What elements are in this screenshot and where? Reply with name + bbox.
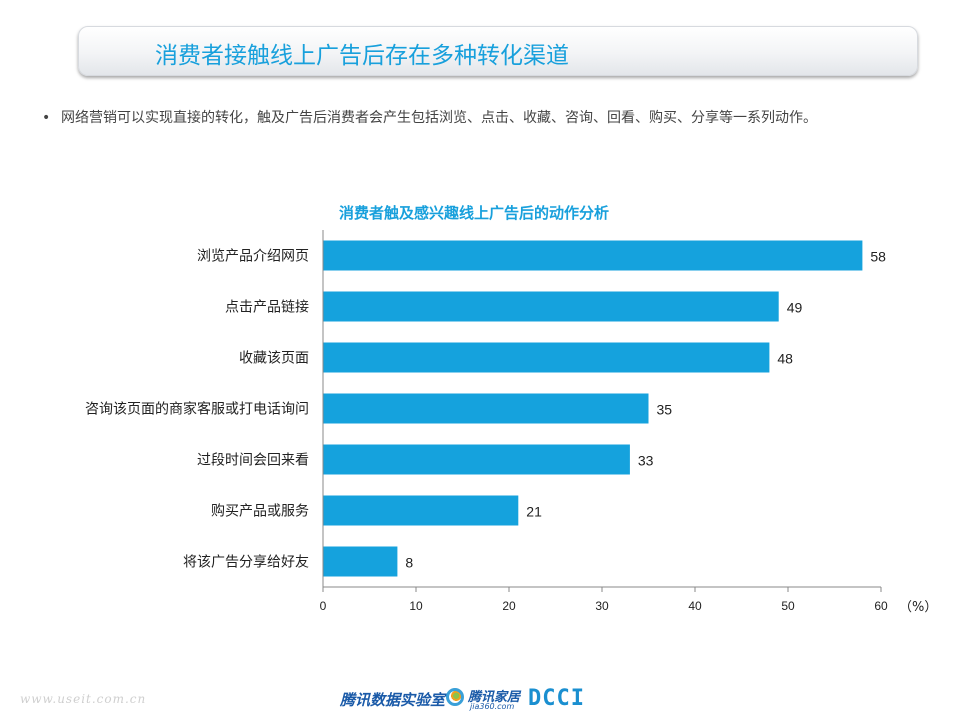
value-label-6: 8 xyxy=(405,555,413,571)
title-bar: 消费者接触线上广告后存在多种转化渠道 xyxy=(78,26,918,76)
bar-6 xyxy=(323,546,398,577)
logo-jia360: 腾讯家居 xyxy=(468,690,521,705)
x-tick-label-2: 20 xyxy=(502,599,516,613)
value-label-3: 35 xyxy=(657,402,673,418)
x-tick-label-6: 60 xyxy=(874,599,888,613)
x-unit-label: （%） xyxy=(899,600,937,615)
x-tick-label-0: 0 xyxy=(320,599,327,613)
chart-title: 消费者触及感兴趣线上广告后的动作分析 xyxy=(338,204,609,222)
footer-url: www.useit.com.cn xyxy=(20,692,147,706)
bullet-dot: • xyxy=(42,110,51,126)
bar-5 xyxy=(323,495,519,526)
bar-1 xyxy=(323,291,779,322)
bar-3 xyxy=(323,393,649,424)
globe-logo-icon xyxy=(446,688,464,706)
category-label-3: 咨询该页面的商家客服或打电话询问 xyxy=(85,401,309,418)
value-label-0: 58 xyxy=(870,249,886,265)
x-tick-label-3: 30 xyxy=(595,599,609,613)
bullet-point: • 网络营销可以实现直接的转化，触及广告后消费者会产生包括浏览、点击、收藏、咨询… xyxy=(42,108,902,128)
logo-dcci: DCCI xyxy=(528,686,585,711)
category-label-1: 点击产品链接 xyxy=(225,299,309,316)
bar-2 xyxy=(323,342,770,373)
category-label-5: 购买产品或服务 xyxy=(211,504,309,520)
value-label-1: 49 xyxy=(787,300,803,316)
category-label-2: 收藏该页面 xyxy=(239,351,309,367)
x-tick-label-5: 50 xyxy=(781,599,795,613)
x-axis: 0 10 20 30 40 50 60 （%） xyxy=(320,230,937,615)
bars-layer: 浏览产品介绍网页 58 点击产品链接 49 收藏该页面 48 咨询该页面的商家客服或打电话询… xyxy=(85,240,886,577)
value-label-5: 21 xyxy=(526,504,542,520)
bar-4 xyxy=(323,444,630,475)
x-tick-label-4: 40 xyxy=(688,599,702,613)
category-label-6: 将该广告分享给好友 xyxy=(183,554,309,571)
category-label-0: 浏览产品介绍网页 xyxy=(197,249,309,265)
logo-jia360-sub: jia360.com xyxy=(470,702,515,711)
bullet-text: 网络营销可以实现直接的转化，触及广告后消费者会产生包括浏览、点击、收藏、咨询、回… xyxy=(61,110,817,126)
value-label-4: 33 xyxy=(638,453,654,469)
category-label-4: 过段时间会回来看 xyxy=(197,453,309,469)
x-tick-label-1: 10 xyxy=(409,599,423,613)
slide-title: 消费者接触线上广告后存在多种转化渠道 xyxy=(155,43,569,69)
value-label-2: 48 xyxy=(777,351,793,367)
bar-0 xyxy=(323,240,863,271)
logo-tencent-data-lab: 腾讯数据实验室 xyxy=(340,691,446,709)
